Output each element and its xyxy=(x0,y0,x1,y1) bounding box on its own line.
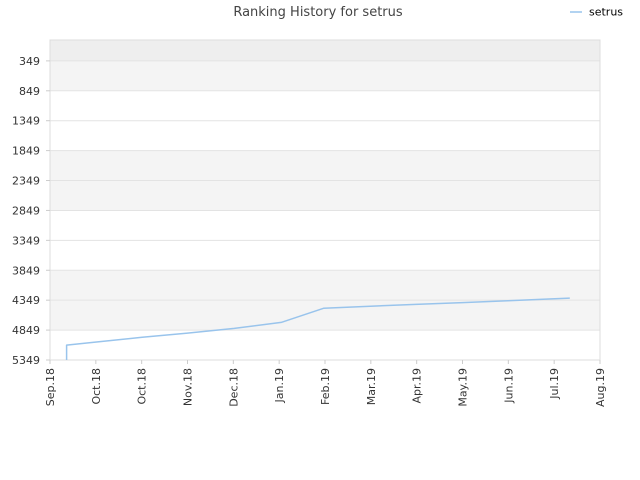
plot-band xyxy=(50,150,600,181)
y-tick-label: 2349 xyxy=(12,175,40,188)
x-tick-label: Sep.18 xyxy=(44,368,57,406)
x-axis: Sep.18 Oct.18 Oct.18 Nov.18 Dec.18 Jan.19 Feb.… xyxy=(44,360,607,407)
legend[interactable]: setrus xyxy=(570,6,623,19)
plot-band xyxy=(50,210,600,241)
plot-band xyxy=(50,330,600,360)
x-tick-label: Jan.19 xyxy=(273,368,286,403)
y-tick-label: 4349 xyxy=(12,294,40,307)
plot-band xyxy=(50,40,600,61)
plot-band xyxy=(50,300,600,331)
y-tick-label: 1349 xyxy=(12,115,40,128)
x-tick-label: Jul.19 xyxy=(548,368,561,400)
y-tick-label: 2849 xyxy=(12,204,40,217)
y-tick-label: 3849 xyxy=(12,264,40,277)
y-tick-label: 4849 xyxy=(12,324,40,337)
plot-band xyxy=(50,90,600,121)
plot-band xyxy=(50,180,600,211)
x-tick-label: Oct.18 xyxy=(136,368,149,405)
y-tick-label: 5349 xyxy=(12,354,40,367)
y-tick-label: 3349 xyxy=(12,234,40,247)
x-tick-label: Feb.19 xyxy=(319,368,332,405)
plot-bands xyxy=(50,40,600,360)
series-layer xyxy=(65,297,570,360)
x-tick-label: Dec.18 xyxy=(227,368,240,407)
plot-band xyxy=(50,270,600,301)
y-axis: 349 849 1349 1849 2349 2849 3349 3849 4349 4849 53… xyxy=(12,55,50,367)
x-tick-label: Aug.19 xyxy=(594,368,607,407)
x-tick-label: Nov.18 xyxy=(182,368,195,406)
x-tick-label: Apr.19 xyxy=(411,368,424,404)
plot-band xyxy=(50,240,600,271)
x-tick-label: Jun.19 xyxy=(502,368,515,404)
plot-band xyxy=(50,60,600,91)
plot-band xyxy=(50,120,600,151)
x-tick-label: May.19 xyxy=(457,368,470,407)
y-tick-label: 849 xyxy=(19,85,40,98)
x-tick-label: Oct.18 xyxy=(90,368,103,405)
x-tick-label: Mar.19 xyxy=(365,368,378,405)
y-tick-label: 1849 xyxy=(12,145,40,158)
series-line-setrus[interactable] xyxy=(65,297,570,360)
legend-label-setrus: setrus xyxy=(589,6,623,19)
chart-title: Ranking History for setrus xyxy=(233,5,403,20)
y-tick-label: 349 xyxy=(19,55,40,68)
